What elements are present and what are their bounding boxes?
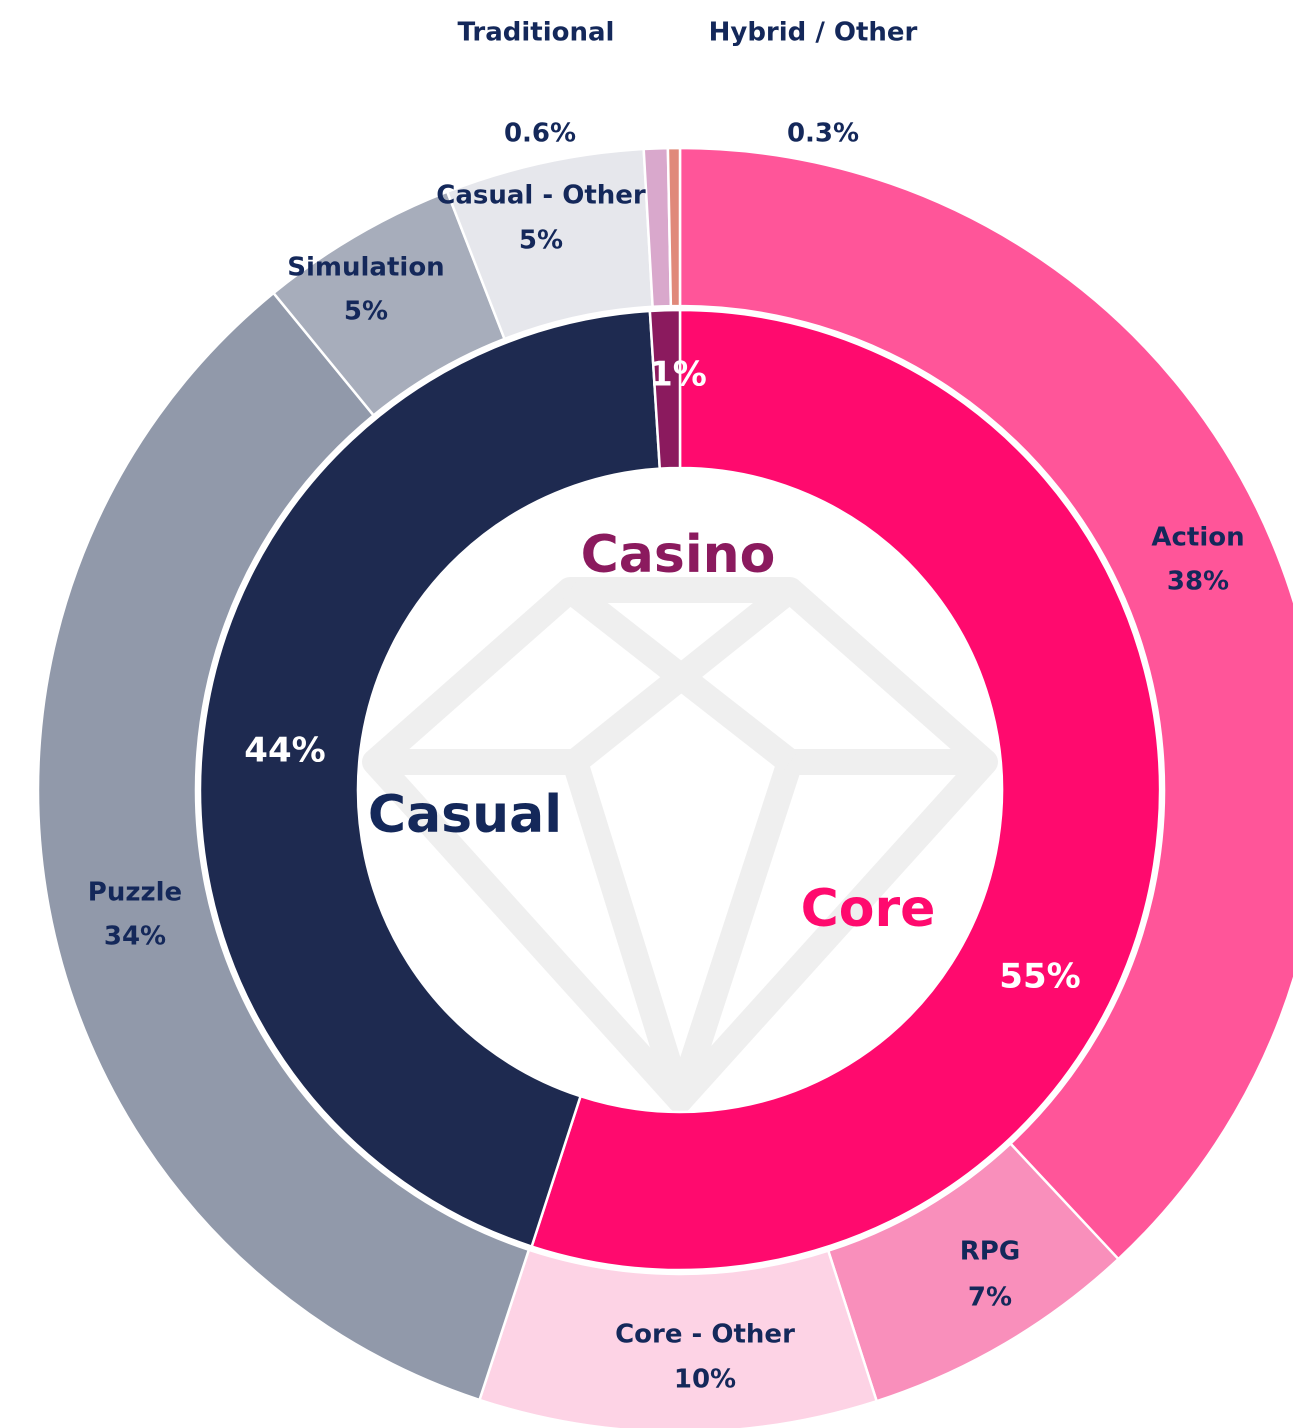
value-label: 44% (244, 731, 325, 771)
value-label: 1% (649, 355, 707, 395)
slice (648, 308, 682, 470)
category-label: RPG (960, 1237, 1020, 1267)
category-label: Core - Other (615, 1320, 795, 1350)
slice (36, 291, 531, 1402)
slice (198, 309, 662, 1249)
category-label: Core (801, 879, 936, 939)
value-label: 38% (1167, 567, 1229, 597)
category-label: Hybrid / Other (709, 18, 918, 48)
category-label: Casual (368, 785, 562, 845)
category-label: Simulation (287, 253, 444, 283)
value-label: 5% (519, 226, 563, 256)
category-label: Action (1151, 523, 1244, 553)
category-label: Casino (581, 525, 776, 585)
value-label: 5% (344, 297, 388, 327)
slice (678, 146, 1293, 1261)
watermark-facet (566, 579, 799, 773)
watermark-outline (362, 577, 998, 1113)
value-label: 0.6% (504, 119, 576, 149)
value-label: 0.3% (787, 119, 859, 149)
value-label: 10% (674, 1365, 736, 1395)
watermark (362, 577, 998, 1113)
value-label: 7% (968, 1283, 1012, 1313)
slice (530, 308, 1162, 1272)
value-label: 55% (999, 957, 1080, 997)
slice (666, 146, 682, 308)
watermark-facets (375, 749, 985, 1113)
value-label: 34% (104, 922, 166, 952)
category-label: Traditional (458, 18, 615, 48)
category-label: Casual - Other (436, 181, 646, 211)
category-label: Puzzle (88, 878, 182, 908)
